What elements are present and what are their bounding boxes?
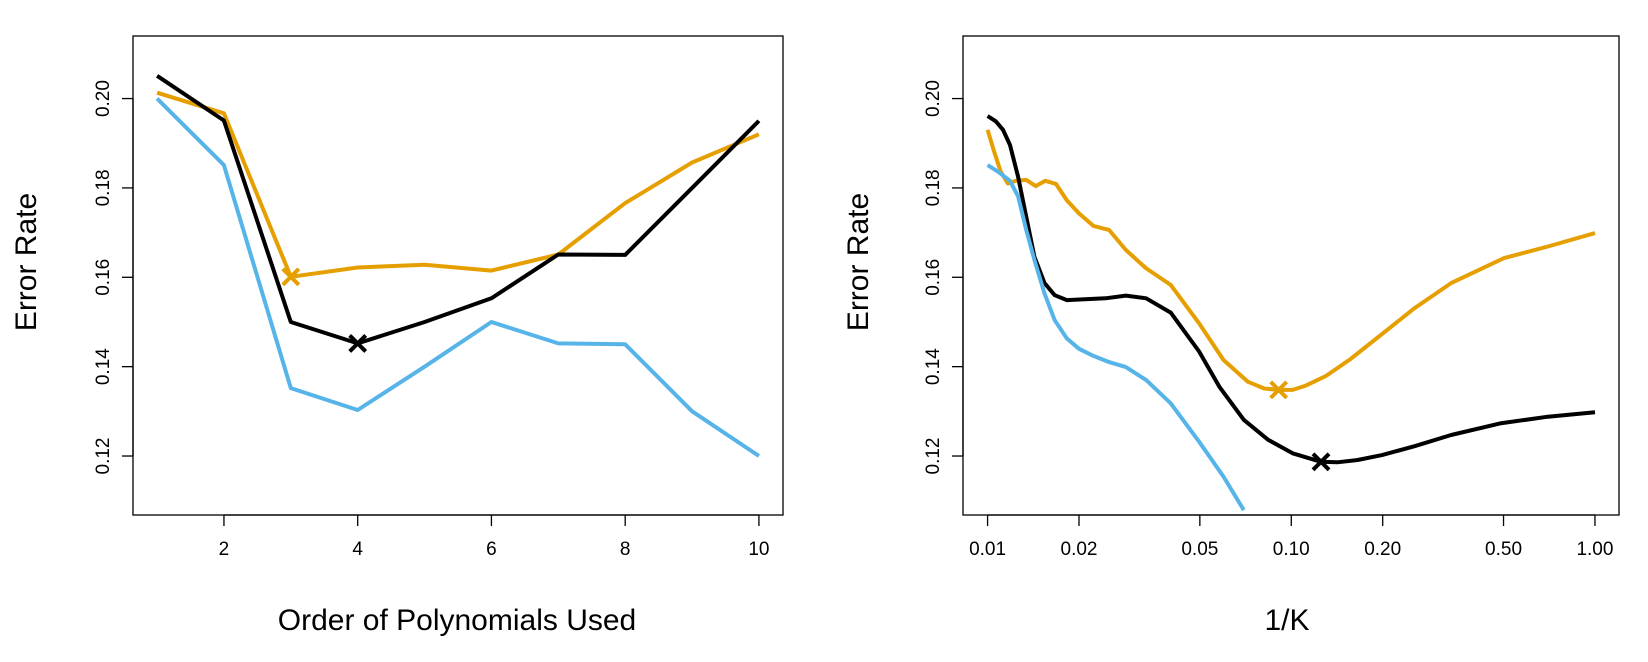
- x-axis-label: Order of Polynomials Used: [278, 604, 636, 637]
- series-group: [155, 74, 761, 458]
- x-tick-label: 0.05: [1181, 539, 1218, 560]
- y-tick-label: 0.20: [923, 80, 944, 117]
- y-tick-label: 0.14: [93, 348, 114, 385]
- minimum-marker: [281, 267, 301, 287]
- marker-stroke: [1269, 380, 1289, 400]
- x-axis-label: 1/K: [1264, 604, 1309, 637]
- series-line: [155, 74, 761, 346]
- y-tick-label: 0.14: [923, 348, 944, 385]
- y-axis: 0.12 0.14 0.16 0.18 0.20: [93, 80, 134, 475]
- panel-polynomial-order: Order of Polynomials Used Error Rate 2 4 6…: [10, 35, 784, 637]
- x-tick-label: 2: [219, 539, 230, 560]
- y-tick-label: 0.18: [93, 169, 114, 206]
- y-tick-label: 0.16: [93, 259, 114, 296]
- series-line: [985, 129, 1596, 392]
- minimum-marker: [1311, 452, 1331, 472]
- minimum-marker: [1269, 380, 1289, 400]
- plot-frame: [132, 35, 784, 516]
- panel-inverse-k: 1/K Error Rate 0.01 0.02 0.05 0.10 0.20 0.50 1…: [842, 35, 1620, 637]
- x-tick-label: 0.02: [1061, 539, 1098, 560]
- x-axis: 2 4 6 8 10: [219, 514, 769, 560]
- y-tick-label: 0.12: [923, 438, 944, 475]
- x-tick-label: 1.00: [1576, 539, 1613, 560]
- marker-stroke: [281, 267, 301, 287]
- x-tick-label: 6: [486, 539, 497, 560]
- plot-frame: [962, 35, 1620, 516]
- y-tick-label: 0.16: [923, 259, 944, 296]
- x-axis: 0.01 0.02 0.05 0.10 0.20 0.50 1.00: [969, 514, 1613, 560]
- y-tick-label: 0.18: [923, 169, 944, 206]
- series-line: [156, 90, 760, 279]
- marker-stroke: [348, 334, 368, 353]
- minimum-marker: [348, 334, 368, 353]
- x-tick-label: 4: [352, 539, 363, 560]
- x-tick-label: 0.10: [1273, 539, 1310, 560]
- x-tick-label: 10: [748, 539, 769, 560]
- y-axis: 0.12 0.14 0.16 0.18 0.20: [923, 80, 964, 475]
- series-line: [986, 114, 1596, 465]
- x-tick-label: 0.01: [969, 539, 1006, 560]
- x-tick-label: 0.20: [1364, 539, 1401, 560]
- y-tick-label: 0.12: [93, 438, 114, 475]
- x-tick-label: 8: [620, 539, 631, 560]
- marker-stroke: [1311, 452, 1331, 472]
- y-tick-label: 0.20: [93, 80, 114, 117]
- y-axis-label: Error Rate: [10, 193, 43, 331]
- series-line: [986, 163, 1246, 512]
- series-group: [985, 114, 1596, 512]
- x-tick-label: 0.50: [1485, 539, 1522, 560]
- y-axis-label: Error Rate: [842, 193, 875, 331]
- series-line: [155, 97, 761, 458]
